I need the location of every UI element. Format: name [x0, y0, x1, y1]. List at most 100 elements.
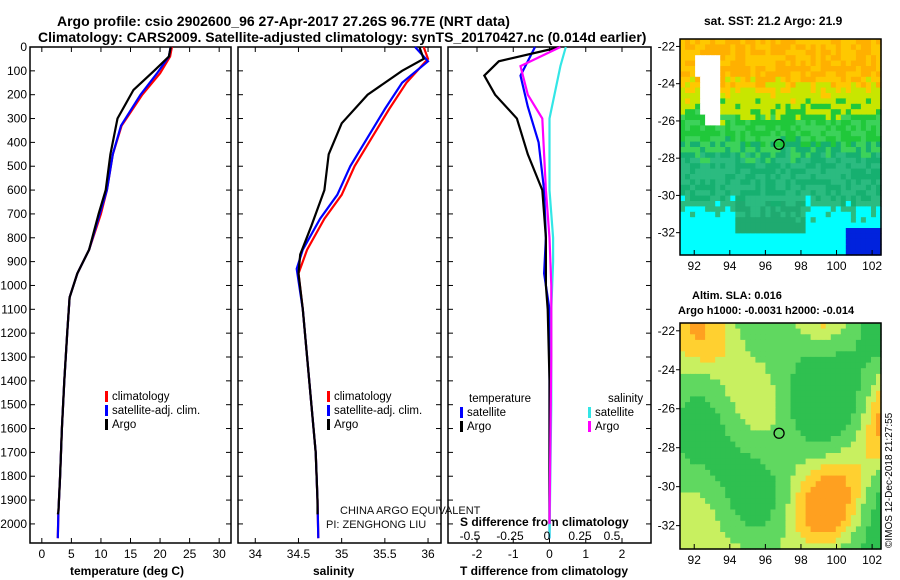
map-cell — [725, 498, 731, 505]
map-cell — [690, 515, 696, 522]
map-cell — [805, 526, 812, 533]
map-cell — [720, 66, 726, 72]
map-cell — [745, 481, 751, 488]
map-cell — [715, 458, 721, 465]
map-cell — [760, 130, 766, 137]
map-cell — [750, 356, 756, 364]
map-cell — [700, 368, 706, 375]
map-cell — [850, 163, 857, 170]
map-cell — [745, 402, 751, 409]
map-cell — [775, 509, 782, 516]
map-cell — [750, 481, 756, 488]
map-cell — [830, 436, 837, 443]
map-cell — [695, 356, 701, 364]
map-cell — [730, 379, 736, 386]
map-cell — [871, 195, 877, 202]
map-cell — [760, 356, 766, 364]
map-cell — [876, 125, 882, 132]
map-cell — [745, 163, 751, 170]
map-cell — [725, 492, 731, 499]
map-cell — [700, 509, 706, 516]
map-cell — [795, 436, 802, 443]
map-cell — [735, 419, 741, 426]
map-cell — [730, 520, 736, 528]
map-cell — [765, 475, 771, 482]
map-cell — [735, 356, 741, 364]
map-cell — [740, 447, 746, 454]
map-cell — [755, 206, 761, 213]
map-cell — [871, 141, 877, 148]
map-cell — [815, 492, 822, 499]
map-cell — [720, 356, 726, 364]
map-cell — [805, 373, 812, 381]
legend-argo-swatch — [327, 419, 330, 430]
map-cell — [805, 66, 812, 72]
map-cell — [680, 475, 686, 482]
map-cell — [715, 114, 721, 121]
map-cell — [850, 174, 857, 180]
map-ytick-label: -26 — [658, 114, 676, 128]
map-cell — [865, 120, 872, 126]
map-cell — [840, 249, 847, 256]
map-cell — [865, 498, 872, 505]
map-cell — [760, 453, 766, 460]
map-cell — [825, 125, 832, 132]
map-cell — [830, 152, 837, 159]
map-cell — [730, 328, 736, 335]
map-cell — [755, 184, 761, 191]
map-cell — [820, 520, 827, 528]
map-cell — [876, 362, 882, 369]
map-cell — [865, 66, 872, 72]
map-cell — [745, 55, 751, 62]
map-cell — [720, 503, 726, 511]
map-cell — [850, 396, 857, 403]
map-cell — [680, 419, 686, 426]
map-cell — [835, 419, 842, 426]
series-line-satellite-adj-clim- — [56, 46, 172, 539]
map-cell — [705, 498, 711, 505]
map-cell — [820, 453, 827, 460]
map-cell — [825, 441, 832, 448]
map-cell — [795, 228, 802, 234]
map-cell — [730, 109, 736, 116]
map-cell — [840, 430, 847, 437]
map-cell — [685, 120, 691, 126]
map-cell — [680, 147, 686, 153]
map-cell — [700, 481, 706, 488]
map-cell — [695, 206, 701, 213]
map-cell — [865, 509, 872, 516]
map-cell — [780, 152, 787, 159]
map-cell — [705, 323, 711, 330]
map-cell — [785, 66, 792, 72]
map-cell — [775, 419, 782, 426]
map-cell — [835, 71, 842, 78]
map-cell — [680, 222, 686, 229]
map-cell — [815, 206, 822, 213]
map-cell — [715, 184, 721, 191]
map-cell — [840, 447, 847, 454]
map-cell — [815, 238, 822, 245]
map-cell — [740, 184, 746, 191]
map-cell — [700, 82, 706, 89]
map-cell — [810, 436, 817, 443]
map-cell — [860, 190, 867, 197]
map-ytick-label: -32 — [658, 519, 676, 533]
map-cell — [750, 49, 756, 56]
map-cell — [750, 163, 756, 170]
map-cell — [785, 503, 792, 511]
map-cell — [720, 475, 726, 482]
map-cell — [800, 351, 807, 358]
map-cell — [750, 39, 756, 45]
map-cell — [830, 413, 837, 420]
map-cell — [685, 515, 691, 522]
map-cell — [810, 368, 817, 375]
map-cell — [765, 125, 771, 132]
map-cell — [820, 447, 827, 454]
map-cell — [820, 174, 827, 180]
map-cell — [745, 44, 751, 51]
map-cell — [845, 93, 852, 99]
map-cell — [835, 147, 842, 153]
map-cell — [860, 543, 867, 550]
map-cell — [685, 195, 691, 202]
map-cell — [695, 436, 701, 443]
